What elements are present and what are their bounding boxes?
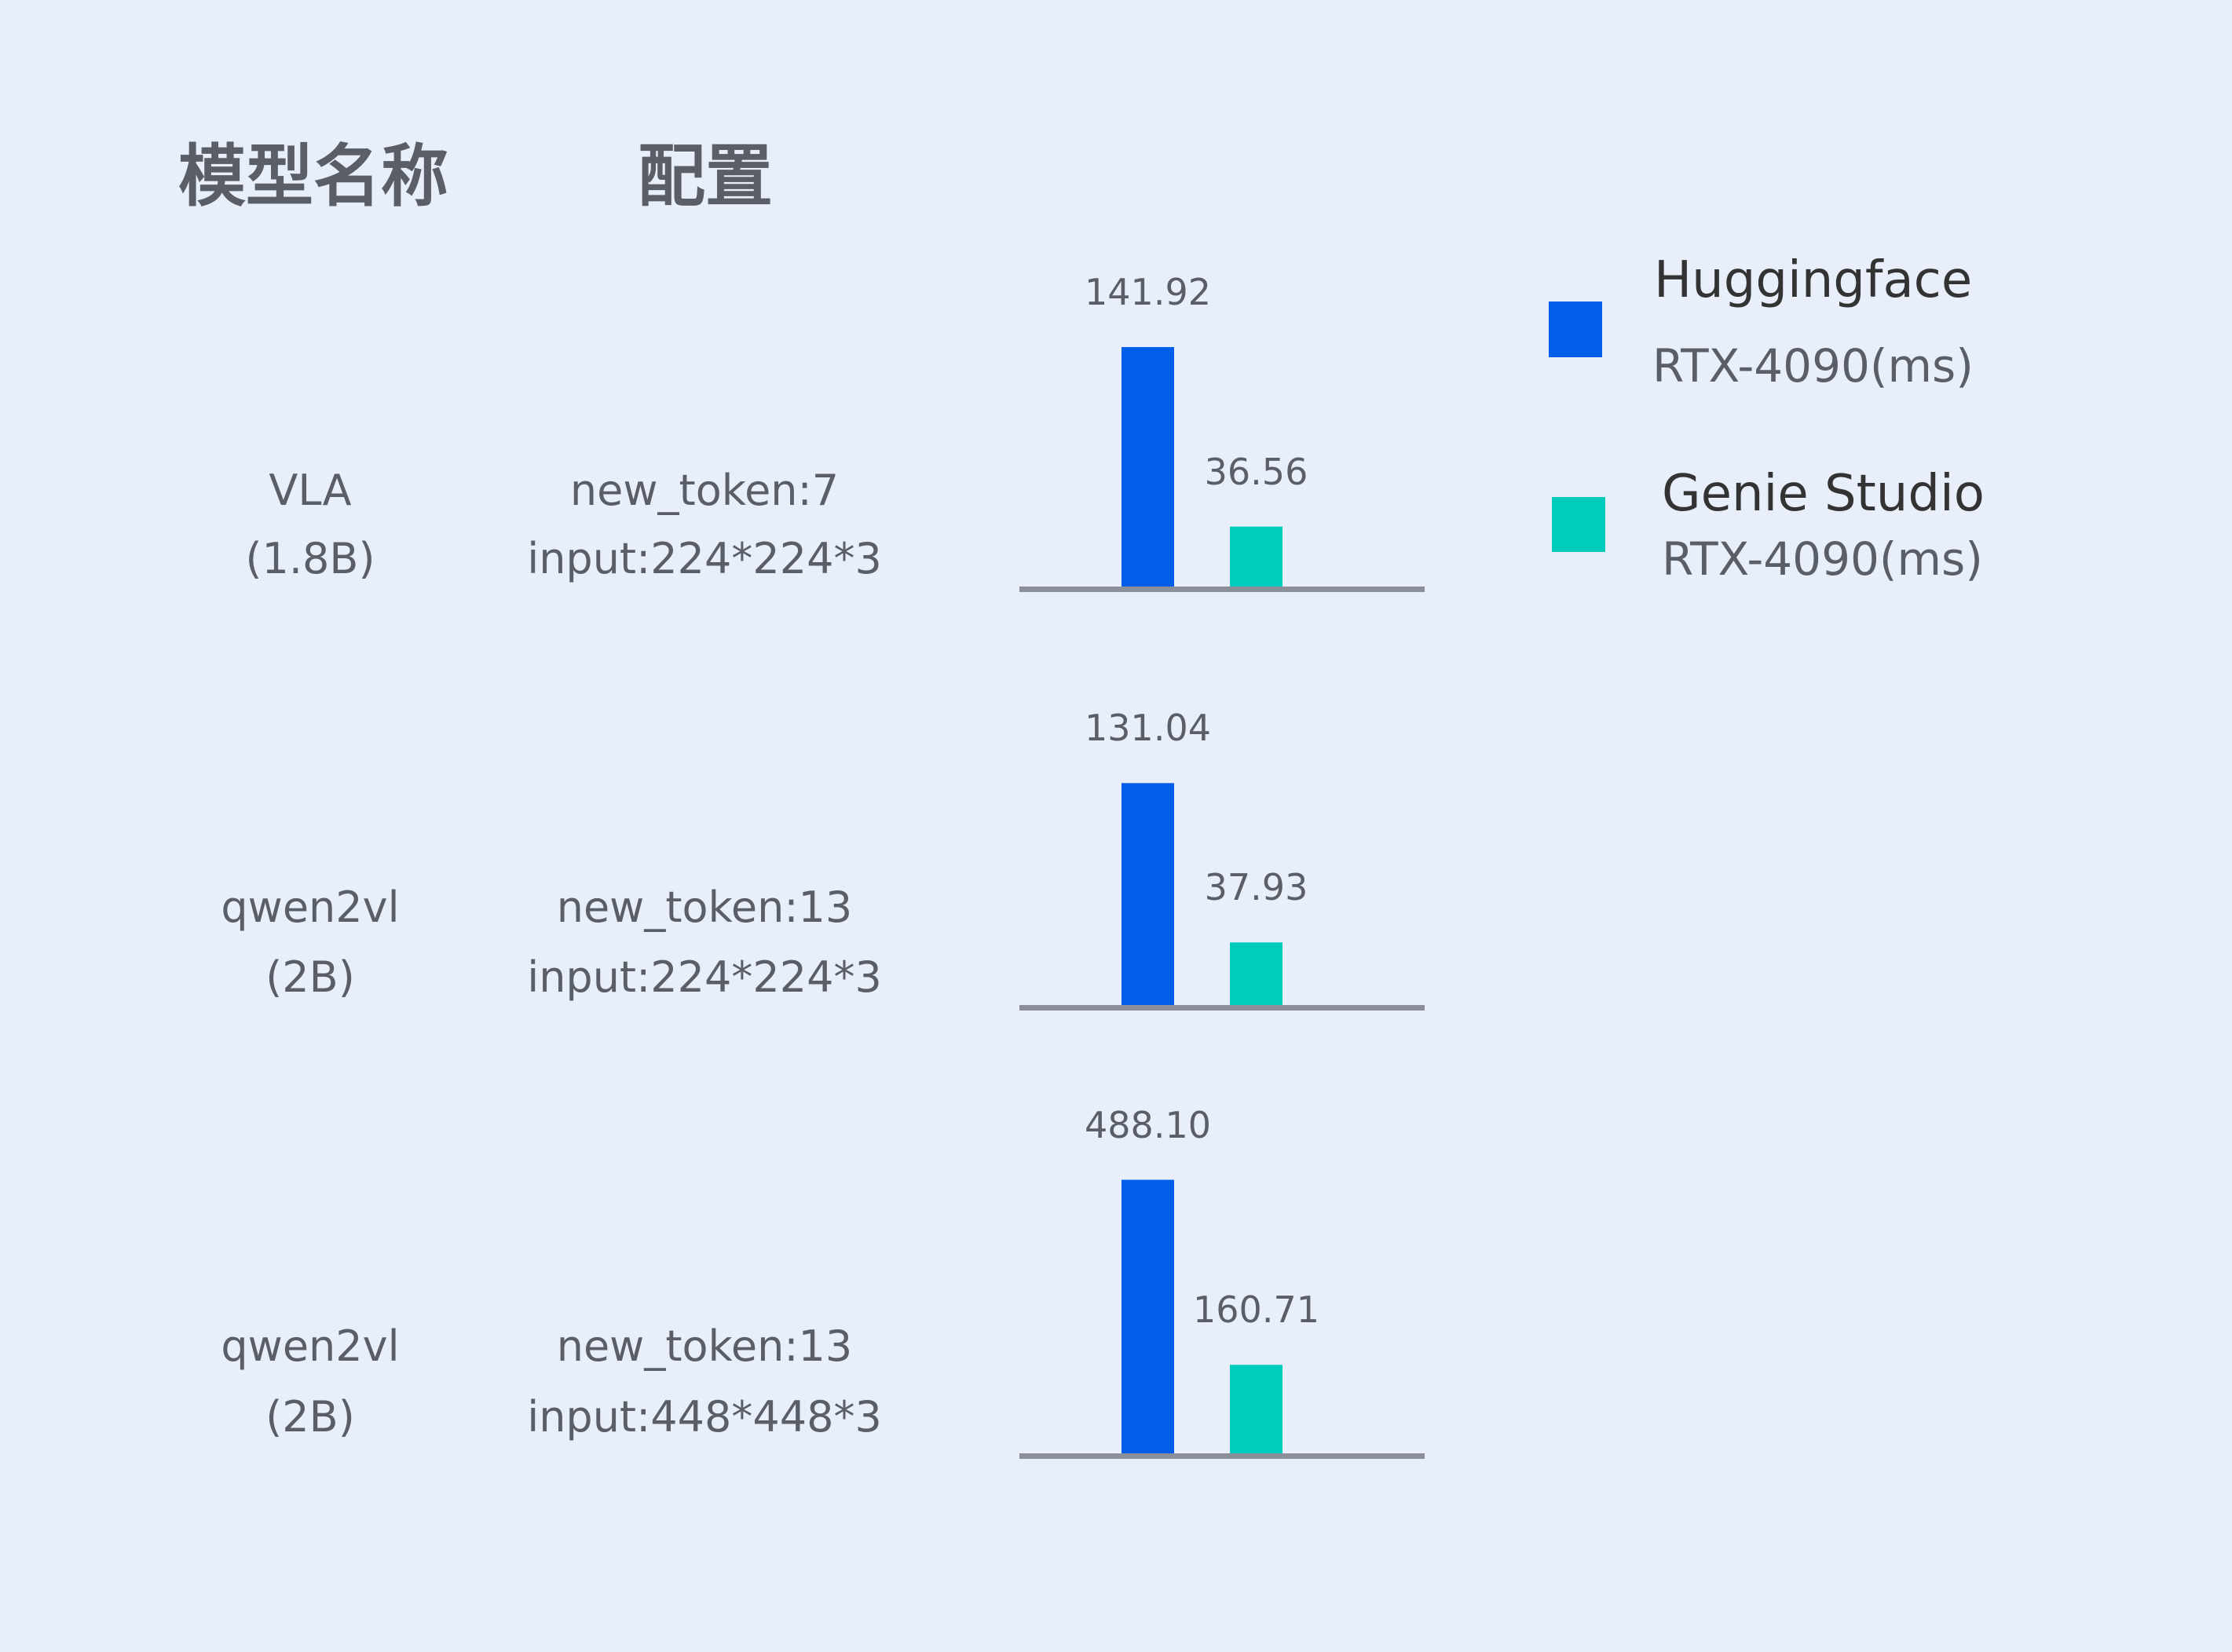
row-2-config-token: new_token:13	[556, 883, 853, 932]
bar-genie-studio-3	[1230, 1365, 1282, 1459]
data-label-genie-studio-3: 160.71	[1193, 1288, 1319, 1332]
row-1-size: (1.8B)	[245, 534, 375, 583]
row-1-config-input: input:224*224*3	[527, 534, 882, 583]
legend-genie-studio-title: Genie Studio	[1662, 465, 1985, 523]
legend-huggingface-subtitle: RTX-4090(ms)	[1652, 339, 1974, 393]
legend-genie-studio-subtitle: RTX-4090(ms)	[1662, 532, 1983, 586]
bar-genie-studio-2	[1230, 942, 1282, 1011]
baseline-3	[1019, 1453, 1425, 1459]
data-label-huggingface-2: 131.04	[1085, 707, 1211, 750]
row-3-config-input: input:448*448*3	[527, 1392, 882, 1442]
bar-huggingface-3	[1121, 1179, 1174, 1459]
legend-swatch-genie-studio	[1552, 497, 1605, 552]
row-3-config-token: new_token:13	[556, 1321, 853, 1371]
header-config: 配置	[638, 137, 773, 216]
row-3-size: (2B)	[265, 1392, 355, 1442]
bar-huggingface-2	[1121, 783, 1174, 1011]
data-label-genie-studio-2: 37.93	[1204, 866, 1308, 909]
bar-genie-studio-1	[1230, 526, 1282, 592]
data-label-huggingface-1: 141.92	[1085, 271, 1211, 314]
header-model-name: 模型名称	[178, 137, 448, 216]
row-3-model: qwen2vl	[221, 1321, 400, 1371]
baseline-1	[1019, 587, 1425, 592]
baseline-2	[1019, 1005, 1425, 1011]
bar-huggingface-1	[1121, 347, 1174, 592]
row-2-model: qwen2vl	[221, 883, 400, 932]
data-label-genie-studio-1: 36.56	[1204, 450, 1308, 493]
legend-swatch-huggingface	[1549, 302, 1602, 357]
row-1-config-token: new_token:7	[569, 466, 840, 515]
data-label-huggingface-3: 488.10	[1085, 1103, 1211, 1146]
row-2-size: (2B)	[265, 952, 355, 1002]
legend-huggingface-title: Huggingface	[1654, 251, 1973, 309]
row-1-model: VLA	[269, 466, 352, 515]
row-2-config-input: input:224*224*3	[527, 952, 882, 1002]
